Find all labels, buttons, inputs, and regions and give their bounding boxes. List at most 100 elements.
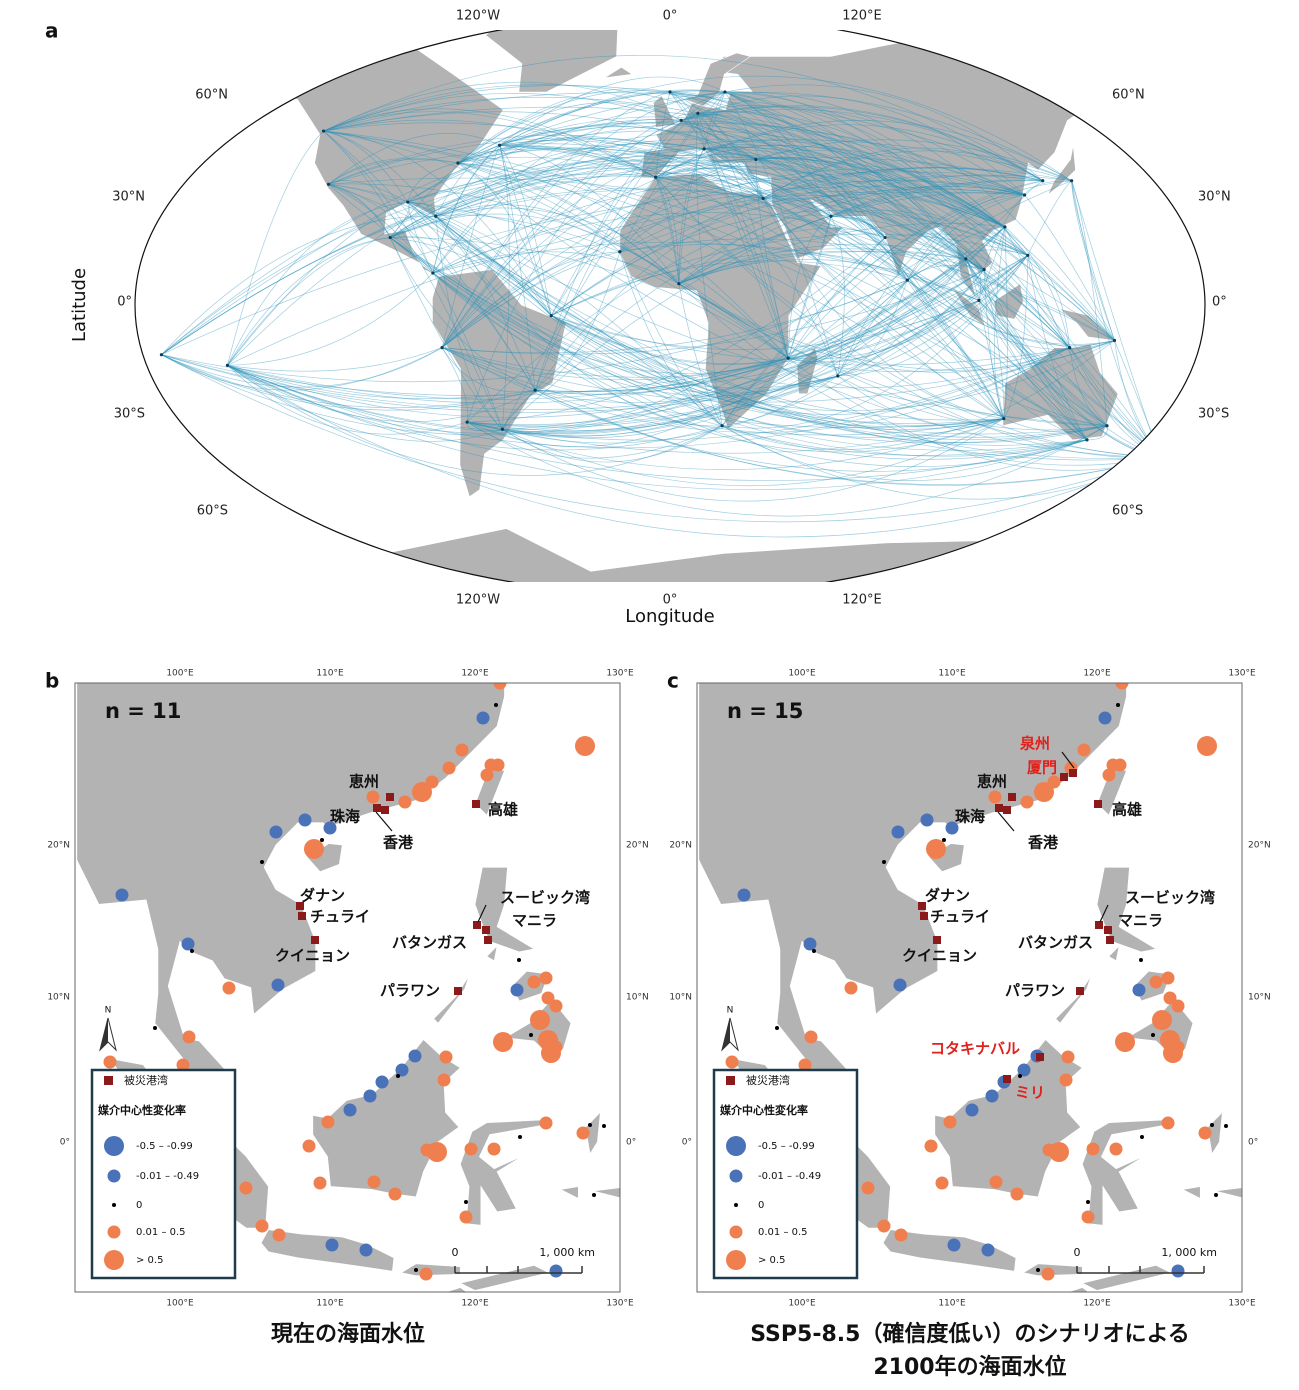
legend-label: 0: [758, 1200, 764, 1211]
port-marker: [375, 1075, 389, 1089]
lat-label: 0°: [1248, 1138, 1258, 1148]
shipping-route: [407, 201, 723, 427]
port-marker: [844, 981, 858, 995]
port-marker: [437, 1073, 451, 1087]
shipping-route: [389, 237, 1004, 424]
shipping-route: [502, 194, 1025, 435]
port-marker: [920, 813, 934, 827]
port-marker: [812, 949, 816, 953]
shipping-route: [390, 213, 680, 284]
shipping-route: [328, 183, 391, 238]
shipping-route: [323, 130, 408, 203]
shipping-route: [697, 113, 789, 359]
shipping-route: [551, 315, 1070, 389]
shipping-route: [390, 237, 552, 316]
shipping-route: [432, 272, 789, 374]
shipping-route: [390, 160, 764, 238]
shipping-route: [884, 237, 985, 270]
shipping-route: [328, 183, 536, 391]
shipping-route: [502, 418, 1004, 486]
lat-label: 60°N: [195, 88, 228, 103]
shipping-route: [502, 179, 1043, 430]
land: [1067, 1287, 1090, 1292]
shipping-route: [499, 144, 1088, 441]
shipping-route: [965, 258, 1070, 348]
shipping-route: [499, 144, 1161, 458]
land: [432, 269, 567, 498]
shipping-route: [678, 259, 980, 301]
port-label: ミリ: [1015, 1084, 1045, 1102]
shipping-route: [983, 269, 1005, 419]
shipping-route: [837, 258, 967, 377]
shipping-route: [407, 126, 756, 203]
shipping-route: [466, 421, 1108, 517]
shipping-route: [787, 216, 832, 359]
port-marker: [985, 1089, 999, 1103]
shipping-route: [227, 300, 980, 435]
shipping-route: [831, 215, 886, 238]
shipping-route: [435, 215, 552, 316]
shipping-route: [551, 315, 789, 365]
shipping-route: [1027, 255, 1088, 441]
shipping-route: [502, 176, 656, 430]
shipping-route: [323, 130, 503, 430]
lat-label: 30°S: [1198, 407, 1229, 422]
shipping-route: [534, 91, 726, 391]
port-marker: [476, 711, 490, 725]
shipping-route: [328, 180, 408, 203]
port-marker: [182, 1030, 196, 1044]
port-marker: [493, 683, 507, 690]
port-marker: [588, 1123, 592, 1127]
shipping-route: [389, 237, 1108, 444]
shipping-route: [435, 131, 1006, 228]
shipping-route: [724, 91, 908, 281]
land: [1047, 145, 1076, 196]
port: [836, 374, 840, 378]
port-label: スービック湾: [500, 889, 590, 907]
port-label: 恵州: [977, 773, 1007, 791]
port-label: チュライ: [930, 908, 990, 926]
port-label: バタンガス: [392, 934, 467, 952]
shipping-route: [328, 183, 723, 426]
port: [679, 118, 683, 122]
port-marker: [1010, 1187, 1024, 1201]
shipping-route: [407, 201, 437, 217]
shipping-route: [499, 75, 1072, 182]
land: [559, 1186, 579, 1199]
port-marker: [1197, 736, 1217, 756]
shipping-route: [788, 347, 1070, 372]
shipping-route: [467, 418, 1004, 454]
shipping-route: [407, 201, 1088, 446]
lon-label: 120°E: [1083, 669, 1111, 679]
shipping-route: [457, 147, 908, 281]
damaged-port: [918, 902, 926, 910]
lon-label: 130°E: [606, 669, 634, 679]
shipping-route: [457, 162, 680, 284]
shipping-route: [227, 365, 536, 400]
shipping-route: [323, 130, 1088, 441]
port-marker: [943, 1115, 957, 1129]
shipping-route: [407, 201, 1004, 421]
damaged-port: [1003, 1075, 1011, 1083]
shipping-route: [457, 162, 1161, 458]
shipping-route: [724, 91, 1115, 341]
shipping-route: [551, 315, 1004, 430]
shipping-route: [550, 210, 1028, 316]
shipping-route: [457, 91, 1072, 182]
port-marker: [861, 1181, 875, 1195]
shipping-route: [619, 238, 1115, 341]
port: [702, 147, 706, 151]
port-marker: [420, 1143, 434, 1157]
port-marker: [271, 978, 285, 992]
shipping-route: [502, 418, 1004, 502]
shipping-route: [704, 145, 1025, 196]
shipping-route: [1004, 226, 1161, 458]
map-frame: [696, 682, 1243, 1293]
port-marker: [1098, 711, 1112, 725]
port: [1003, 225, 1007, 229]
legend-label: > 0.5: [758, 1255, 785, 1266]
shipping-route: [655, 177, 680, 284]
shipping-route: [837, 226, 1005, 377]
shipping-route: [965, 258, 1161, 458]
shipping-route: [677, 112, 698, 121]
